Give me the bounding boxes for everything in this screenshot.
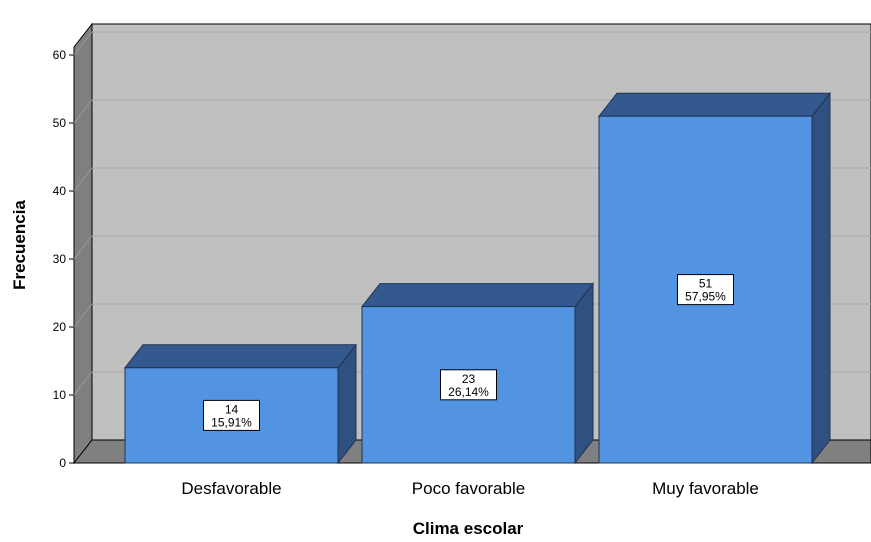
x-axis-title: Clima escolar <box>413 519 524 538</box>
y-axis-ticks: 0 10 20 30 40 50 60 <box>53 48 74 470</box>
data-label-percent: 15,91% <box>211 415 252 429</box>
bar-side <box>574 282 594 465</box>
y-tick-label: 40 <box>53 184 67 198</box>
y-tick-label: 20 <box>53 320 67 334</box>
y-tick-label: 10 <box>53 388 67 402</box>
data-label-count: 23 <box>462 372 476 386</box>
data-label-box <box>203 399 260 431</box>
y-tick-label: 30 <box>53 252 67 266</box>
gridline-side <box>73 167 93 192</box>
x-axis-ticks: Desfavorable Poco favorable Muy favorable <box>181 479 758 498</box>
gridline-side <box>73 235 93 260</box>
x-tick-label: Poco favorable <box>412 479 525 498</box>
side-wall <box>73 22 93 465</box>
gridline-side <box>73 31 93 56</box>
gridline-side <box>73 303 93 328</box>
gridline-side <box>73 371 93 396</box>
y-tick-label: 0 <box>59 456 66 470</box>
y-tick-label: 60 <box>53 48 67 62</box>
data-label-percent: 26,14% <box>448 385 489 399</box>
x-tick-label: Desfavorable <box>181 479 281 498</box>
bar-top <box>123 344 358 369</box>
x-tick-label: Muy favorable <box>652 479 759 498</box>
gridline-side <box>73 99 93 124</box>
data-label-count: 14 <box>225 402 239 416</box>
bar-top <box>597 92 832 117</box>
bar-side <box>811 91 831 465</box>
y-tick-label: 50 <box>53 116 67 130</box>
data-label-box <box>440 369 497 401</box>
data-label-count: 51 <box>699 277 713 291</box>
bar-top <box>360 283 595 308</box>
y-axis-title: Frecuencia <box>10 200 29 290</box>
data-label-box <box>677 274 734 306</box>
data-label-percent: 57,95% <box>685 290 726 304</box>
